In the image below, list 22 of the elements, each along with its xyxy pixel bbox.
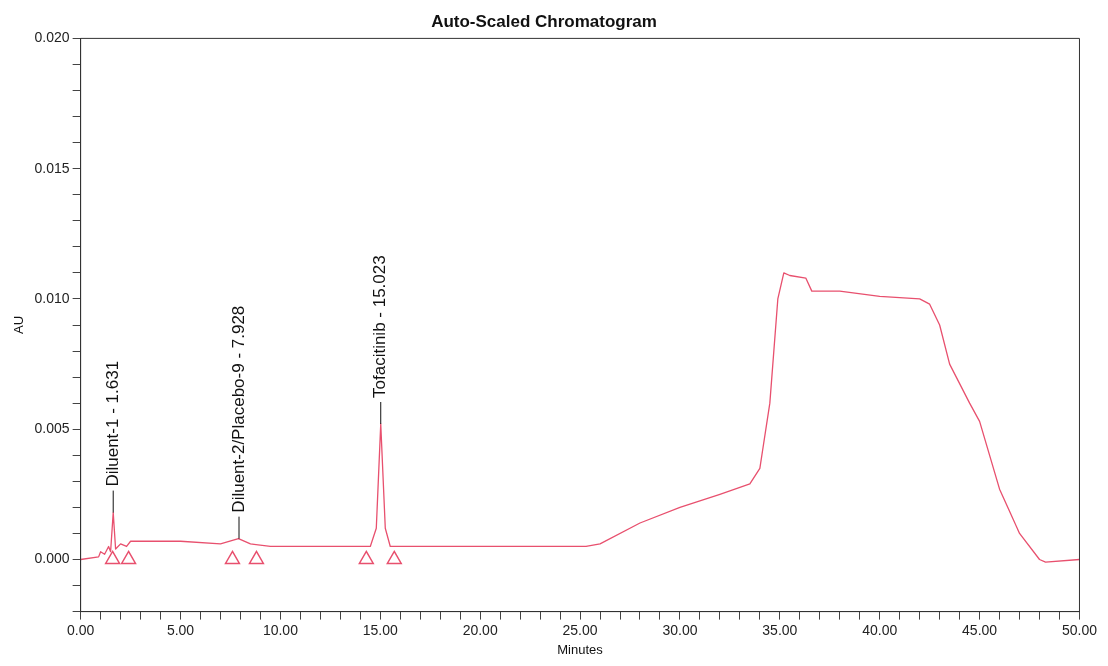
x-tick-label: 40.00 [862,621,898,638]
x-tick-label: 5.00 [166,621,195,638]
x-tick-label: 45.00 [962,621,998,638]
x-tick-label: 35.00 [762,621,798,638]
annotation: Tofacitinib - 15.023 [370,255,390,399]
y-tick-label: 0.015 [34,159,70,176]
x-tick-label: 25.00 [562,621,598,638]
y-tick-label: 0.010 [34,289,70,306]
y-axis-title: AU [11,315,27,335]
x-tick-label: 15.00 [362,621,399,638]
x-tick-label: 20.00 [462,621,498,638]
x-axis-title: Minutes [557,641,604,657]
chart-title: Auto-Scaled Chromatogram [431,11,657,31]
x-tick-label: 0.00 [67,621,95,638]
x-tick-label: 10.00 [262,621,299,638]
annotation: Diluent-2/Placebo-9 - 7.928 [228,305,248,513]
y-tick-label: 0.000 [34,550,70,567]
y-tick-label: 0.005 [34,420,70,437]
x-tick-label: 50.00 [1061,621,1098,638]
x-tick-label: 30.00 [662,621,698,638]
y-tick-label: 0.020 [34,29,70,46]
annotation: Diluent-1 - 1.631 [102,360,122,487]
